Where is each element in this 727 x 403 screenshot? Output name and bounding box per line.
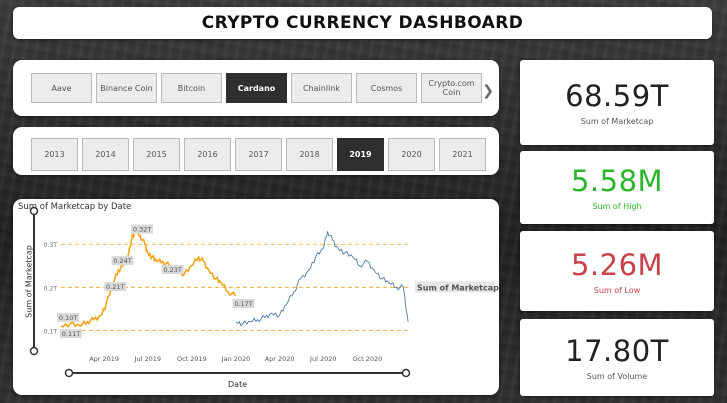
year-tile-2013[interactable]: 2013 xyxy=(31,138,78,171)
data-label-bg xyxy=(131,224,154,234)
coin-tile-cardano[interactable]: Cardano xyxy=(226,73,287,103)
data-label-bg xyxy=(57,312,80,322)
coin-tile-chainlink[interactable]: Chainlink xyxy=(291,73,352,103)
data-label: 0.10T xyxy=(59,314,77,322)
year-tile-2014[interactable]: 2014 xyxy=(82,138,129,171)
x-zoom-handle-left[interactable] xyxy=(64,368,74,378)
high-label: Sum of High xyxy=(592,202,642,211)
coin-tile-bitcoin[interactable]: Bitcoin xyxy=(161,73,222,103)
low-value: 5.26M xyxy=(570,247,664,282)
x-tick-label: Jul 2020 xyxy=(309,355,336,363)
x-tick-label: Oct 2020 xyxy=(352,355,382,363)
data-label: 0.21T xyxy=(106,283,124,291)
marketcap-label: Sum of Marketcap xyxy=(580,117,654,126)
series-line-2019 xyxy=(60,229,237,329)
year-tile-2015[interactable]: 2015 xyxy=(133,138,180,171)
x-zoom-handle-right[interactable] xyxy=(401,368,411,378)
data-label-bg xyxy=(104,282,127,291)
x-tick-label: Apr 2020 xyxy=(265,355,295,363)
data-label: 0.32T xyxy=(133,226,151,234)
x-tick-label: Oct 2019 xyxy=(177,355,207,363)
coin-tile-aave[interactable]: Aave xyxy=(31,73,92,103)
y-zoom-handle-top[interactable] xyxy=(29,206,39,216)
year-tile-2017[interactable]: 2017 xyxy=(235,138,282,171)
year-tile-2019[interactable]: 2019 xyxy=(337,138,384,171)
marketcap-value: 68.59T xyxy=(565,79,669,113)
x-tick-label: Jan 2020 xyxy=(221,355,251,363)
data-label-bg xyxy=(232,298,255,308)
year-tile-2018[interactable]: 2018 xyxy=(286,138,333,171)
y-tick-label: 0.2T xyxy=(44,285,58,292)
volume-value: 17.80T xyxy=(565,334,669,368)
marketcap-card: 68.59T Sum of Marketcap xyxy=(520,60,714,145)
y-zoom-handle-bottom[interactable] xyxy=(29,346,39,356)
year-slicer: 2013 2014 2015 2016 2017 2018 2019 2020 2021 xyxy=(31,138,486,171)
coin-tile-cosmos[interactable]: Cosmos xyxy=(356,73,417,103)
data-label-bg xyxy=(111,256,134,266)
high-card: 5.58M Sum of High xyxy=(520,151,714,224)
x-axis-label: Date xyxy=(228,380,248,389)
data-label: 0.23T xyxy=(163,266,181,274)
y-tick-label: 0.3T xyxy=(44,242,58,249)
data-label-bg xyxy=(60,329,82,339)
y-tick-label: 0.1T xyxy=(44,328,58,335)
chevron-right-icon[interactable]: ❯ xyxy=(482,83,494,99)
data-label: 0.24T xyxy=(113,257,131,265)
marketcap-chart: Sum of Marketcap by Date Sum of Marketca… xyxy=(13,199,499,395)
year-tile-2021[interactable]: 2021 xyxy=(439,138,486,171)
data-label: 0.11T xyxy=(62,330,80,338)
low-card: 5.26M Sum of Low xyxy=(520,231,714,311)
year-tile-2016[interactable]: 2016 xyxy=(184,138,231,171)
dashboard-title: CRYPTO CURRENCY DASHBOARD xyxy=(13,7,712,39)
low-label: Sum of Low xyxy=(593,285,641,295)
coin-tile-binance-coin[interactable]: Binance Coin xyxy=(96,73,157,103)
coin-tile-crypto-com-coin[interactable]: Crypto.com Coin xyxy=(421,73,482,103)
coin-slicer: Aave Binance Coin Bitcoin Cardano Chainlink C… xyxy=(31,73,482,103)
year-tile-2020[interactable]: 2020 xyxy=(388,138,435,171)
high-value: 5.58M xyxy=(570,164,664,198)
series-end-label: Sum of Marketcap xyxy=(417,283,499,292)
coin-slicer-panel: Aave Binance Coin Bitcoin Cardano Chainlink C… xyxy=(13,60,499,116)
data-label: 0.17T xyxy=(234,300,252,308)
year-slicer-panel: 2013 2014 2015 2016 2017 2018 2019 2020 2021 xyxy=(13,127,499,175)
x-tick-label: Jul 2019 xyxy=(134,355,161,363)
volume-card: 17.80T Sum of Volume xyxy=(520,319,714,396)
chart-title: Sum of Marketcap by Date xyxy=(18,202,132,212)
series-end-label-bg xyxy=(415,281,495,293)
data-label-bg xyxy=(161,265,184,275)
volume-label: Sum of Volume xyxy=(586,372,648,381)
chart-plot: 0.1T 0.2T 0.3T Apr 2019 Jul 2019 Oct 2019 Jan … xyxy=(29,206,499,378)
x-tick-label: Apr 2019 xyxy=(89,355,119,363)
series-line-2020 xyxy=(235,231,409,327)
